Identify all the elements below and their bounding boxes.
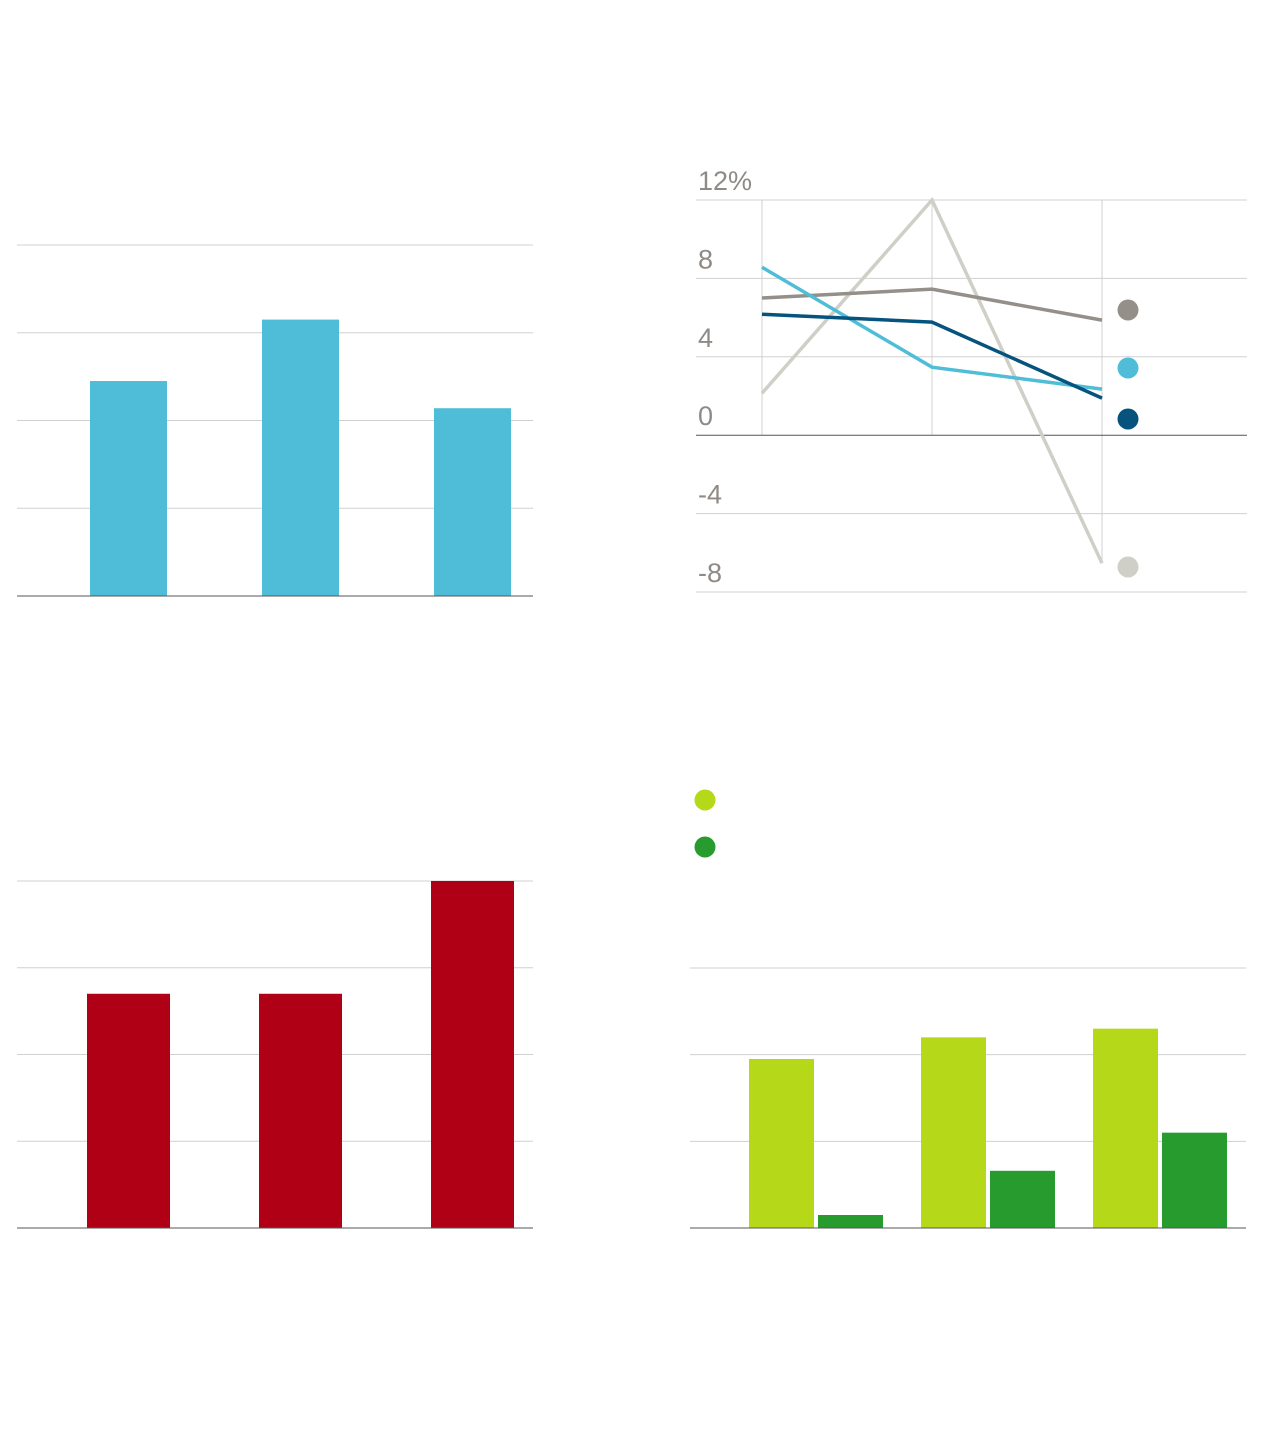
series-line	[761, 265, 1103, 391]
line-chart: 12% 8 4 0 -4 -8	[696, 166, 1247, 593]
bar-chart-3	[17, 880, 533, 1229]
bar	[431, 881, 514, 1228]
bar	[818, 1215, 883, 1228]
legend-dot	[1117, 408, 1139, 430]
legend-dot	[1117, 556, 1139, 578]
series-line	[761, 287, 1103, 322]
legend-dot	[694, 836, 716, 858]
bar	[262, 319, 339, 596]
bar	[921, 1037, 986, 1228]
bar	[990, 1170, 1055, 1228]
y-tick-label: 4	[698, 323, 713, 353]
series-line	[761, 312, 1103, 400]
bar	[259, 993, 342, 1228]
bar-chart-1	[17, 244, 533, 597]
y-tick-label: 8	[698, 244, 713, 274]
legend-dot	[694, 789, 716, 811]
grouped-bar-chart	[690, 789, 1246, 1229]
bar	[434, 408, 511, 596]
y-tick-label: -4	[698, 480, 722, 510]
legend-dot	[1117, 357, 1139, 379]
series-line	[760, 196, 1104, 564]
bar	[749, 1059, 814, 1228]
legend-dot	[1117, 299, 1139, 321]
y-tick-label: -8	[698, 558, 722, 588]
bar	[1093, 1028, 1158, 1228]
bar	[87, 993, 170, 1228]
bar	[1162, 1132, 1227, 1228]
y-tick-label: 0	[698, 401, 713, 431]
y-tick-label: 12%	[698, 166, 752, 196]
bar	[90, 381, 167, 596]
